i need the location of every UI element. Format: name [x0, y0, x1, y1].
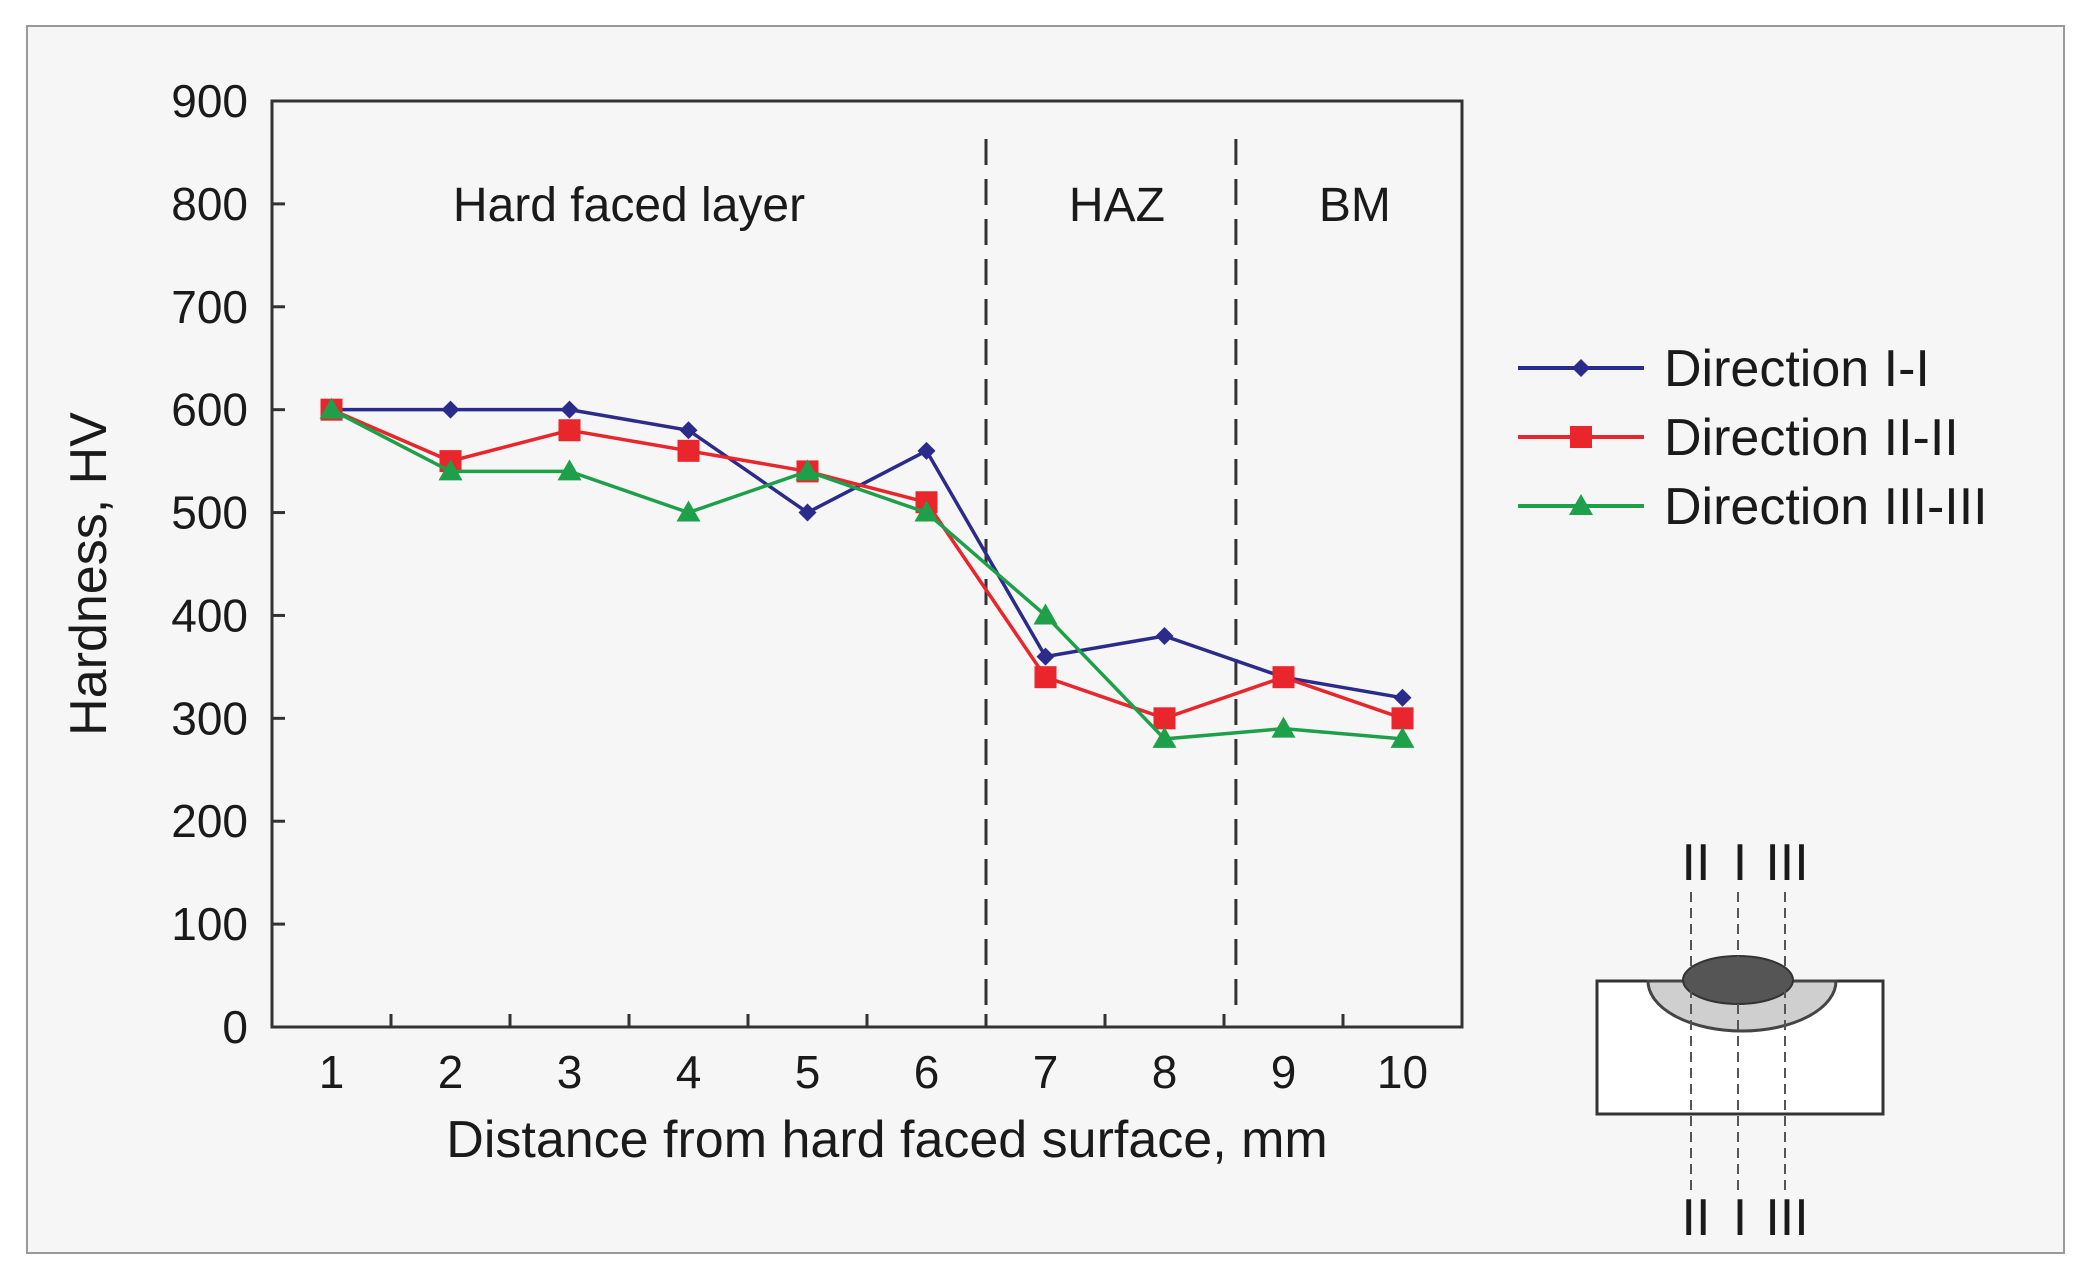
legend-marker [1570, 426, 1592, 448]
series-group [319, 397, 1415, 748]
x-tick-label: 2 [438, 1046, 464, 1098]
legend-label: Direction III-III [1664, 478, 1988, 536]
data-point [1390, 726, 1415, 748]
zone-label: HAZ [1069, 179, 1165, 232]
legend-label: Direction I-I [1664, 340, 1930, 398]
inset-top-label-I: I [1733, 834, 1747, 892]
x-tick-label: 4 [676, 1046, 702, 1098]
zone-labels: Hard faced layer HAZ BM [453, 179, 1391, 232]
y-tick-label: 600 [171, 384, 248, 436]
data-point [917, 441, 936, 460]
legend: Direction I-I Direction II-II Direction II… [1518, 340, 1988, 536]
series-line [331, 407, 1403, 700]
data-point [1034, 666, 1057, 689]
x-axis-title: Distance from hard faced surface, mm [446, 1111, 1327, 1169]
y-tick-label: 400 [171, 589, 248, 641]
inset-bottom-label-III: III [1765, 1189, 1808, 1247]
zone-boundaries [984, 139, 1238, 1007]
x-tick-label: 6 [914, 1046, 940, 1098]
x-tick-label: 9 [1271, 1046, 1297, 1098]
zone-label: Hard faced layer [453, 179, 805, 232]
data-point [1153, 707, 1176, 730]
y-tick-label: 500 [171, 487, 248, 539]
plot-area [270, 99, 1464, 1029]
inset-bottom-label-I: I [1733, 1189, 1747, 1247]
legend-entry-1: Direction I-I [1518, 340, 1930, 398]
inset-top-label-III: III [1765, 834, 1808, 892]
x-tick-label: 7 [1033, 1046, 1059, 1098]
inset-top-label-II: II [1682, 834, 1711, 892]
data-point [795, 459, 820, 481]
plot-frame [270, 99, 1464, 1029]
series-line [330, 408, 1404, 721]
data-point [1393, 688, 1412, 707]
y-tick-label: 100 [171, 898, 248, 950]
data-point [1391, 707, 1414, 730]
data-point [914, 500, 939, 522]
data-point [1033, 603, 1058, 625]
y-tick-label: 0 [222, 1001, 248, 1053]
data-point [1036, 647, 1055, 666]
legend-marker [1569, 494, 1593, 515]
x-tick-label: 10 [1377, 1046, 1428, 1098]
y-tick-label: 800 [171, 178, 248, 230]
y-tick-label: 700 [171, 281, 248, 333]
legend-marker [1572, 359, 1590, 377]
data-point [1152, 726, 1177, 748]
data-point [677, 439, 700, 462]
zone-label: BM [1319, 179, 1391, 232]
data-point [319, 397, 344, 419]
legend-entry-3: Direction III-III [1518, 478, 1988, 536]
data-point [557, 459, 582, 481]
x-tick-label: 5 [795, 1046, 821, 1098]
legend-label: Direction II-II [1664, 409, 1959, 467]
y-tick-label: 900 [171, 75, 248, 127]
series-3 [319, 397, 1415, 748]
data-point [1155, 627, 1174, 646]
x-tick-label: 1 [319, 1046, 345, 1098]
data-point [679, 421, 698, 440]
data-point [1271, 716, 1296, 738]
data-point [676, 500, 701, 522]
y-tick-label: 300 [171, 692, 248, 744]
legend-entry-2: Direction II-II [1518, 409, 1959, 467]
weld-cross-section-inset: II I III II I III [1595, 834, 1885, 1247]
data-point [438, 459, 463, 481]
axis-ticks: 0 100 200 300 400 500 600 700 800 900 1 2 3 4 5 6 7 8 9 10 [171, 75, 1464, 1098]
x-tick-label: 8 [1152, 1046, 1178, 1098]
inset-bottom-label-II: II [1682, 1189, 1711, 1247]
data-point [558, 419, 581, 442]
x-tick-label: 3 [557, 1046, 583, 1098]
y-tick-label: 200 [171, 795, 248, 847]
data-point [560, 400, 579, 419]
data-point [441, 400, 460, 419]
y-axis-title: Hardness, HV [60, 412, 118, 736]
data-point [1272, 666, 1295, 689]
series-line [330, 408, 1403, 741]
data-point [798, 503, 817, 522]
